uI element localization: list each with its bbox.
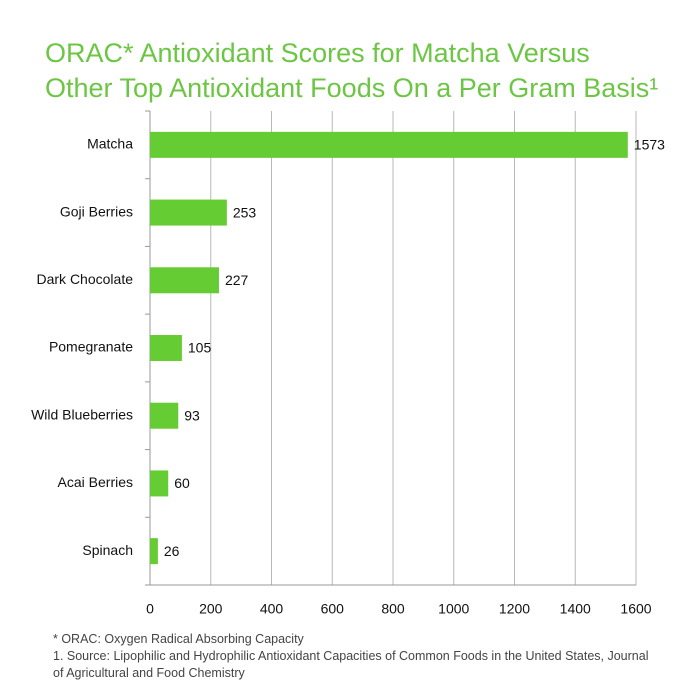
footnote: * ORAC: Oxygen Radical Absorbing Capacit… — [53, 632, 304, 646]
value-label: 60 — [174, 475, 190, 491]
chart-title: ORAC* Antioxidant Scores for Matcha Vers… — [45, 38, 590, 68]
y-tick-label: Pomegranate — [49, 339, 133, 355]
chart: ORAC* Antioxidant Scores for Matcha Vers… — [31, 38, 665, 617]
bar — [150, 199, 227, 226]
y-tick-label: Wild Blueberries — [31, 406, 133, 422]
value-label: 26 — [164, 543, 180, 559]
x-tick-label: 600 — [321, 601, 345, 617]
bar — [150, 402, 179, 429]
x-tick-label: 800 — [381, 601, 405, 617]
x-tick-label: 200 — [199, 601, 223, 617]
x-tick-label: 0 — [146, 601, 154, 617]
y-tick-label: Acai Berries — [58, 474, 133, 490]
x-tick-label: 1400 — [560, 601, 591, 617]
footnote: 1. Source: Lipophilic and Hydrophilic An… — [53, 649, 649, 680]
x-tick-label: 1200 — [499, 601, 530, 617]
value-label: 227 — [225, 272, 249, 288]
value-label: 93 — [184, 407, 200, 423]
x-tick-label: 400 — [260, 601, 284, 617]
footnotes: * ORAC: Oxygen Radical Absorbing Capacit… — [53, 631, 653, 682]
bar — [150, 267, 219, 294]
x-tick-label: 1600 — [620, 601, 651, 617]
y-tick-label: Dark Chocolate — [37, 271, 134, 287]
value-label: 253 — [233, 204, 257, 220]
value-label: 1573 — [634, 137, 665, 153]
chart-title: Other Top Antioxidant Foods On a Per Gra… — [45, 73, 658, 103]
x-tick-label: 1000 — [438, 601, 469, 617]
y-tick-label: Spinach — [82, 542, 133, 558]
value-label: 105 — [188, 340, 212, 356]
bar — [150, 470, 169, 497]
bar — [150, 131, 628, 158]
y-tick-label: Goji Berries — [60, 203, 133, 219]
bar — [150, 335, 182, 361]
y-tick-label: Matcha — [87, 136, 133, 152]
bar — [150, 538, 158, 565]
